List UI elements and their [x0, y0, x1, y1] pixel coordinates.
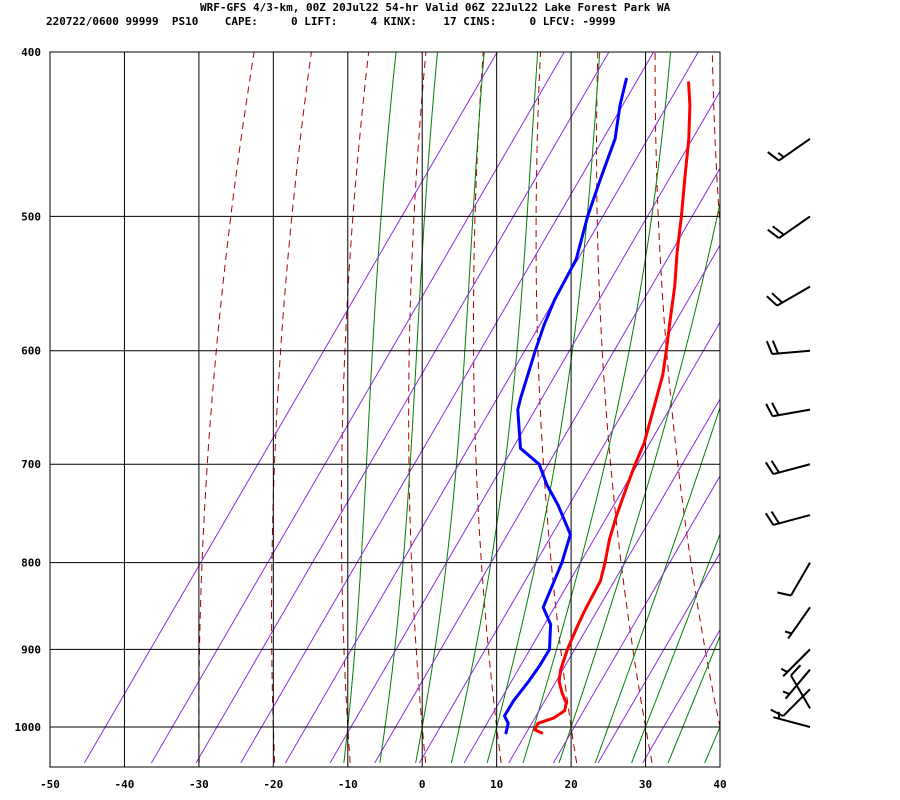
wind-barb-full-feather: [772, 461, 779, 473]
wind-barb-half-feather: [781, 669, 787, 672]
mixing-ratio-line: [375, 14, 810, 763]
mixing-ratio-line: [151, 14, 586, 763]
moist-adiabat-line: [451, 18, 540, 763]
x-tick-label: -50: [40, 778, 60, 791]
y-tick-label: 700: [21, 458, 41, 471]
dry-adiabat-line: [881, 14, 900, 763]
wind-barb-full-feather: [768, 152, 779, 160]
wind-barb-full-feather: [768, 230, 779, 238]
dry-adiabat-line: [768, 14, 878, 763]
moist-adiabat-line: [668, 18, 900, 763]
wind-barb-staff: [791, 563, 810, 596]
y-tick-label: 400: [21, 46, 41, 59]
wind-barb-full-feather: [766, 462, 773, 474]
dry-adiabat-line: [409, 14, 430, 763]
y-tick-label: 500: [21, 210, 41, 223]
wind-barb-column: [766, 139, 810, 727]
dry-adiabat-line: [597, 14, 653, 763]
wind-barb: [766, 512, 810, 525]
wind-barb: [767, 341, 810, 354]
moist-adiabat-line: [705, 18, 900, 763]
dry-adiabat-line: [712, 14, 803, 763]
wind-barb-full-feather: [771, 710, 783, 716]
wind-barb: [785, 607, 810, 638]
wind-barb-half-feather: [783, 691, 789, 694]
x-tick-label: -40: [115, 778, 135, 791]
y-tick-label: 800: [21, 557, 41, 570]
x-tick-label: 40: [713, 778, 726, 791]
mixing-ratio-line: [553, 14, 900, 763]
wind-barb-full-feather: [773, 341, 778, 354]
wind-barb-full-feather: [772, 512, 779, 524]
plot-frame: [50, 52, 720, 767]
mixing-ratio-line: [464, 14, 899, 763]
wind-barb-full-feather: [773, 226, 784, 234]
dry-adiabat-line: [272, 14, 317, 763]
wind-barb-full-feather: [766, 513, 773, 525]
dry-adiabat-line: [199, 14, 260, 763]
wind-barb: [768, 139, 810, 161]
wind-barb-full-feather: [777, 593, 791, 596]
moist-adiabat-line: [344, 18, 400, 763]
moist-adiabat-line: [380, 18, 441, 763]
wind-barb: [766, 403, 810, 416]
x-tick-label: -10: [338, 778, 358, 791]
x-tick-label: -30: [189, 778, 209, 791]
temperature-profile-line: [535, 83, 690, 733]
moist-adiabat-line: [523, 18, 674, 763]
mixing-ratio-line: [285, 14, 720, 763]
wind-barb-full-feather: [772, 403, 778, 415]
y-tick-label: 600: [21, 345, 41, 358]
wind-barb: [768, 216, 810, 238]
moist-adiabat-line: [632, 18, 900, 763]
y-tick-label: 1000: [15, 721, 42, 734]
x-tick-label: 0: [419, 778, 426, 791]
wind-barb-half-feather: [785, 631, 792, 633]
wind-barb: [781, 649, 810, 676]
x-tick-label: 10: [490, 778, 503, 791]
wind-barb-full-feather: [767, 341, 772, 354]
moist-adiabat-line: [416, 18, 487, 763]
dewpoint-profile-line: [505, 79, 627, 733]
dry-adiabat-line: [825, 14, 900, 763]
thermodynamic-background: [84, 14, 900, 763]
chart-grid: [50, 52, 720, 767]
wind-barb-full-feather: [766, 404, 772, 416]
sounding-profiles: [505, 79, 690, 733]
wind-barb: [767, 287, 810, 306]
wind-barb: [766, 461, 810, 474]
mixing-ratio-line: [598, 14, 900, 763]
x-tick-label: 20: [564, 778, 577, 791]
mixing-ratio-line: [419, 14, 854, 763]
mixing-ratio-line: [241, 14, 676, 763]
wind-barb-half-feather: [778, 153, 784, 157]
wind-barb: [777, 563, 810, 596]
x-tick-label: -20: [263, 778, 283, 791]
x-tick-label: 30: [639, 778, 652, 791]
dry-adiabat-line: [655, 14, 728, 763]
moist-adiabat-line: [487, 18, 602, 763]
y-tick-label: 900: [21, 643, 41, 656]
